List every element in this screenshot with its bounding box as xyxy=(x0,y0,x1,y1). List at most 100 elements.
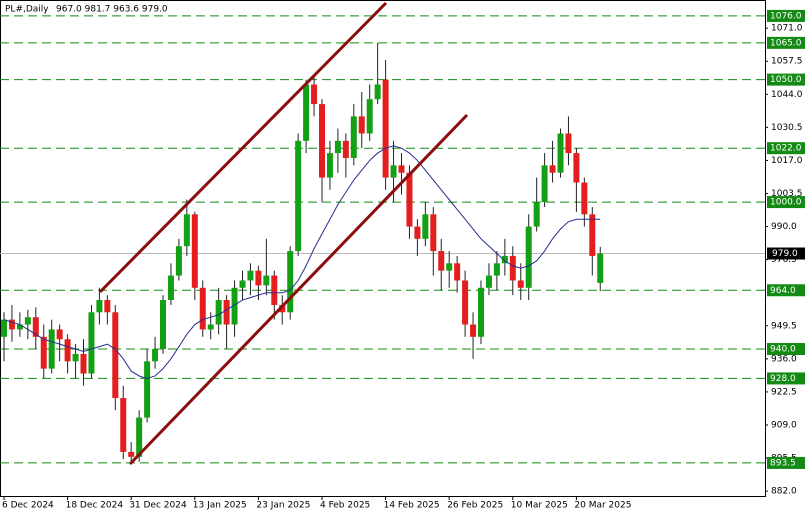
candle-body xyxy=(398,165,405,173)
candle-body xyxy=(549,165,556,173)
y-tick-label: 909.0 xyxy=(771,420,797,430)
candle-body xyxy=(207,324,214,330)
candle-body xyxy=(350,116,357,158)
x-tick-label: 20 Mar 2025 xyxy=(574,501,631,511)
plot xyxy=(1,42,604,463)
candle-body xyxy=(247,270,254,281)
y-tick-label: 990.0 xyxy=(771,222,797,232)
candle-body xyxy=(255,270,262,286)
candle-body xyxy=(32,317,39,337)
candle-body xyxy=(80,353,87,374)
candle-body xyxy=(223,300,230,325)
x-tick-label: 18 Dec 2024 xyxy=(66,501,124,511)
candle-body xyxy=(470,324,477,337)
candle-body xyxy=(525,226,532,288)
y-tick-label: 949.5 xyxy=(771,321,797,331)
candle-body xyxy=(303,84,310,141)
candle-body xyxy=(589,214,596,256)
candle-body xyxy=(191,214,198,288)
candle-body xyxy=(382,79,389,178)
candle-body xyxy=(374,84,381,100)
level-label: 964.0 xyxy=(770,286,796,296)
level-label: 1076.0 xyxy=(770,11,802,21)
candle-body xyxy=(358,116,365,134)
candle-body xyxy=(215,300,222,325)
candle-body xyxy=(48,329,55,369)
candle-body xyxy=(112,312,119,399)
levels xyxy=(0,15,765,464)
candle-body xyxy=(342,140,349,158)
candle-body xyxy=(120,398,127,452)
price-label: 979.0 xyxy=(772,249,798,259)
candle-body xyxy=(167,275,174,301)
candle-body xyxy=(64,339,71,362)
axis: 1071.0 1057.5 1044.0 1030.5 1017.0 1003.5 990.… xyxy=(2,9,805,511)
level-label-bg xyxy=(767,284,805,297)
candle-body xyxy=(414,226,421,239)
x-tick-label: 23 Jan 2025 xyxy=(256,501,310,511)
ma-line xyxy=(3,145,601,379)
candle-body xyxy=(390,165,397,178)
candle-body xyxy=(56,329,63,340)
candle-body xyxy=(88,312,95,374)
y-tick-label: 936.0 xyxy=(771,354,797,364)
candle-body xyxy=(485,275,492,288)
candle-body xyxy=(581,182,588,215)
candle-body xyxy=(557,133,564,173)
candle-body xyxy=(319,104,325,178)
candle-body xyxy=(183,214,190,247)
candle-body xyxy=(295,140,302,252)
level-label-bg xyxy=(767,372,805,385)
chart-subtitle: 967.0 981.7 963.6 979.0 xyxy=(56,5,168,15)
candle-body xyxy=(128,451,135,457)
candle-body xyxy=(263,275,270,286)
y-tick-label: 1057.5 xyxy=(771,57,803,67)
candle-body xyxy=(136,417,143,457)
y-tick-label: 882.0 xyxy=(771,487,797,497)
x-tick-label: 10 Mar 2025 xyxy=(511,501,568,511)
candle-body xyxy=(40,336,47,369)
level-label-bg xyxy=(767,9,805,22)
candle-body xyxy=(446,263,453,271)
candle-body xyxy=(493,263,500,276)
candle-body xyxy=(144,361,151,418)
candle-body xyxy=(8,319,15,330)
candle-body xyxy=(406,172,413,227)
candle-body xyxy=(1,319,7,337)
candle-body xyxy=(279,304,286,313)
candle-body xyxy=(175,246,182,276)
x-tick-label: 4 Feb 2025 xyxy=(320,501,370,511)
candle-body xyxy=(430,214,437,252)
x-tick-label: 14 Feb 2025 xyxy=(384,501,440,511)
candle-body xyxy=(438,251,445,271)
candle-body xyxy=(533,202,540,227)
y-tick-label: 1044.0 xyxy=(771,90,803,100)
level-label: 1050.0 xyxy=(770,75,802,85)
y-tick-label: 1017.0 xyxy=(771,156,803,166)
candle-body xyxy=(478,287,484,337)
y-tick-label: 1003.5 xyxy=(771,189,803,199)
y-tick-label: 976.5 xyxy=(771,255,797,265)
candle-body xyxy=(72,353,79,362)
x-tick-label: 13 Jan 2025 xyxy=(193,501,247,511)
level-label: 1065.0 xyxy=(770,38,802,48)
candle-body xyxy=(160,300,166,350)
candle-body xyxy=(509,255,516,281)
level-label: 928.0 xyxy=(770,374,796,384)
x-tick-label: 31 Dec 2024 xyxy=(129,501,187,511)
level-label-bg xyxy=(767,73,805,86)
y-tick-label: 922.5 xyxy=(771,387,797,397)
candle-body xyxy=(271,275,278,305)
candle-body xyxy=(326,153,333,178)
candle-body xyxy=(152,349,159,362)
candle-body xyxy=(597,253,604,283)
chart-title: PL#,Daily xyxy=(5,5,49,15)
level-label-bg xyxy=(767,142,805,155)
candle-body xyxy=(239,280,246,288)
level-label-bg xyxy=(767,36,805,49)
x-tick-label: 6 Dec 2024 xyxy=(2,501,54,511)
candle-body xyxy=(462,280,469,325)
level-label: 940.0 xyxy=(770,345,796,355)
candle-body xyxy=(517,280,524,288)
